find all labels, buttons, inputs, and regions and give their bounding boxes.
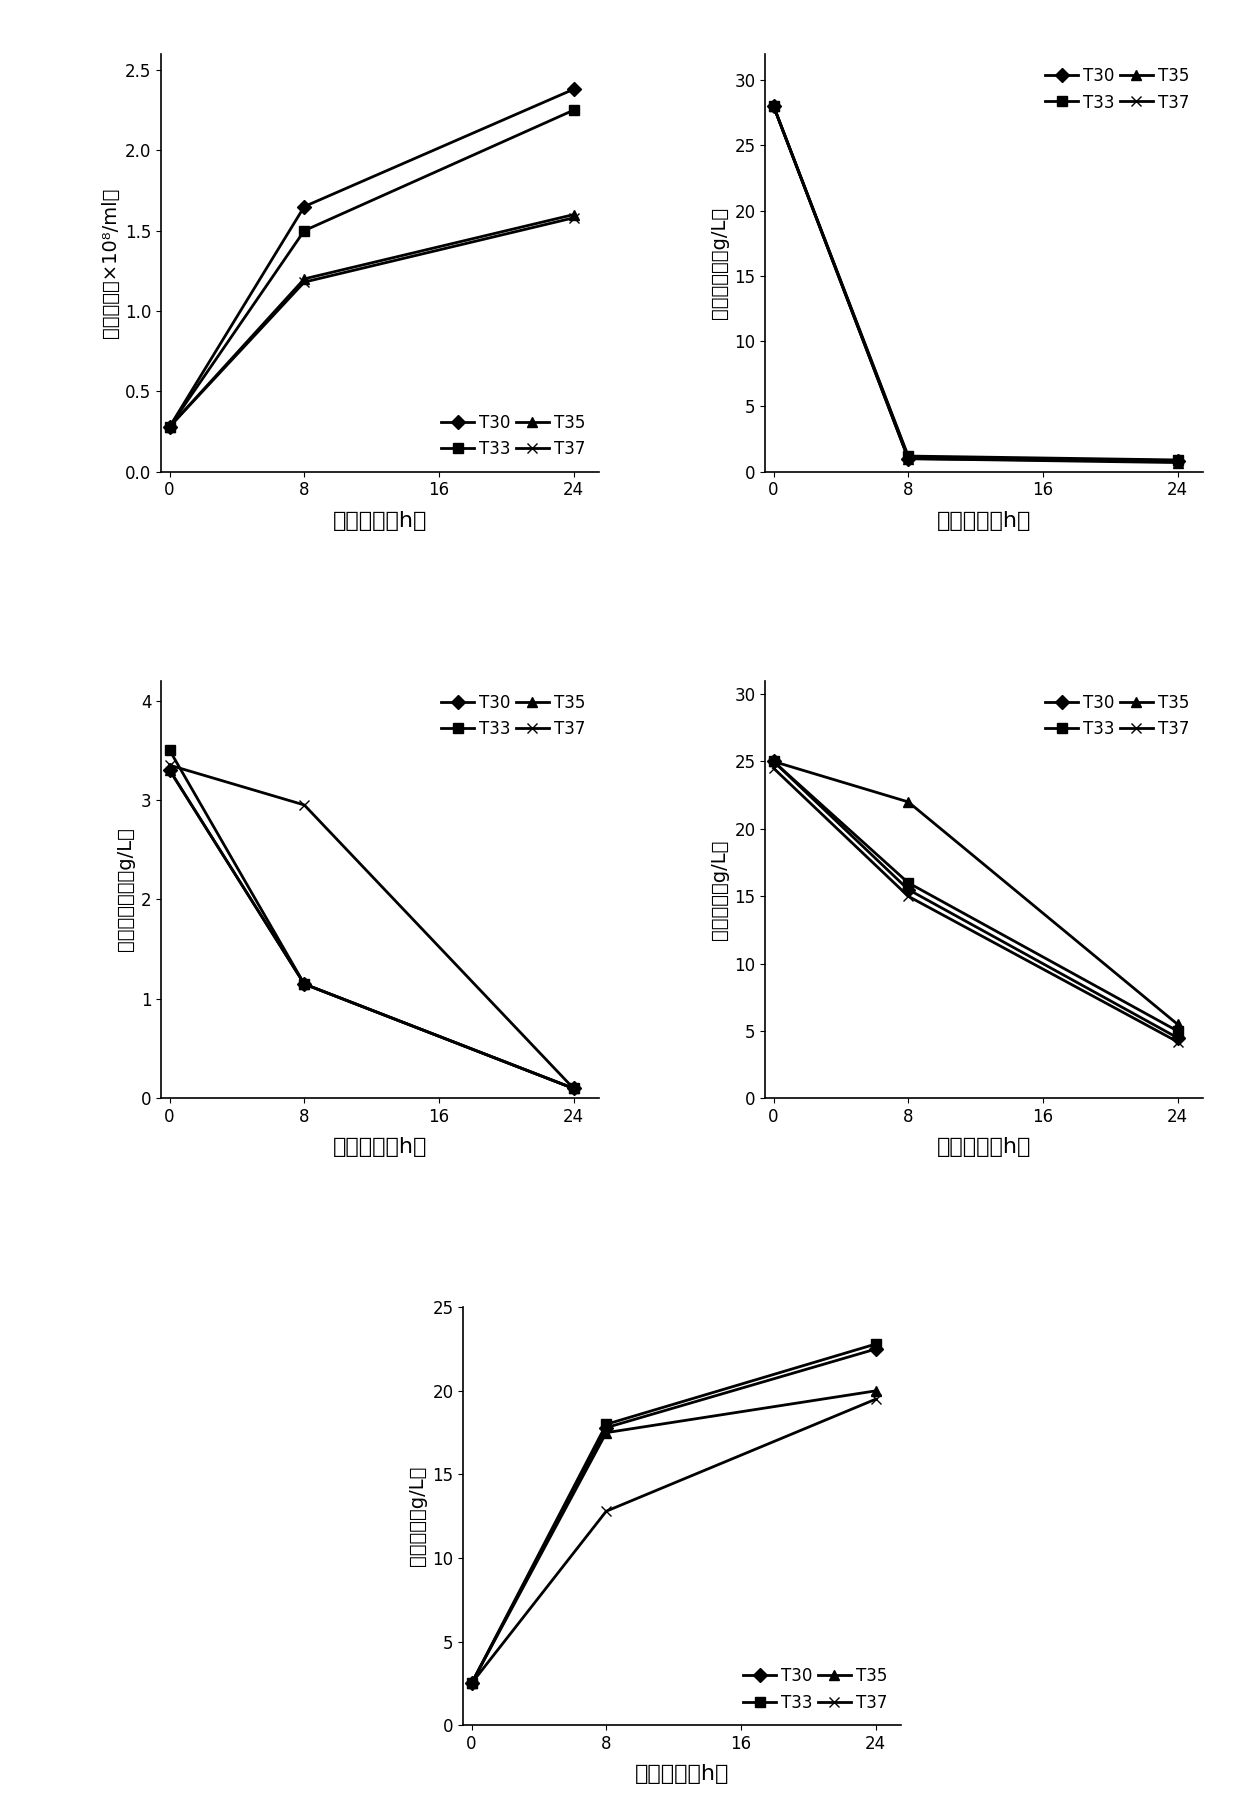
T37 [599, 1500, 614, 1522]
T30 [900, 447, 915, 469]
Y-axis label: 细胞浓度（×10⁸/ml）: 细胞浓度（×10⁸/ml） [100, 187, 119, 338]
T35 [567, 203, 582, 225]
Line: T37: T37 [466, 1394, 880, 1687]
T35 [567, 1078, 582, 1100]
T30 [567, 79, 582, 101]
Y-axis label: 纤维二糖浓度（g/L）: 纤维二糖浓度（g/L） [117, 828, 135, 951]
Line: T33: T33 [165, 746, 578, 1093]
X-axis label: 发酵时间（h）: 发酵时间（h） [936, 510, 1032, 530]
Y-axis label: 葡萄糖浓度（g/L）: 葡萄糖浓度（g/L） [709, 207, 729, 318]
Y-axis label: 木糖浓度（g/L）: 木糖浓度（g/L） [709, 839, 729, 940]
T37 [162, 755, 177, 776]
Legend: T30, T33, T35, T37: T30, T33, T35, T37 [1040, 63, 1194, 117]
T30 [1171, 451, 1185, 473]
Legend: T30, T33, T35, T37: T30, T33, T35, T37 [1040, 688, 1194, 744]
T33 [599, 1414, 614, 1436]
T33 [766, 751, 781, 773]
T30 [162, 760, 177, 782]
Line: T37: T37 [165, 760, 578, 1093]
X-axis label: 发酵时间（h）: 发酵时间（h） [936, 1138, 1032, 1157]
Line: T33: T33 [769, 101, 1183, 465]
T35 [900, 791, 915, 812]
T37 [766, 95, 781, 117]
Legend: T30, T33, T35, T37: T30, T33, T35, T37 [436, 410, 590, 464]
X-axis label: 发酵时间（h）: 发酵时间（h） [332, 1138, 428, 1157]
T33 [900, 446, 915, 467]
Legend: T30, T33, T35, T37: T30, T33, T35, T37 [436, 688, 590, 744]
T37 [766, 758, 781, 780]
T35 [599, 1421, 614, 1443]
Line: T30: T30 [769, 101, 1183, 465]
Line: T37: T37 [769, 101, 1183, 465]
T33 [162, 415, 177, 437]
T35 [296, 268, 311, 289]
T37 [567, 1078, 582, 1100]
T37 [296, 794, 311, 816]
T37 [900, 886, 915, 907]
Line: T37: T37 [165, 214, 578, 431]
T30 [868, 1339, 883, 1360]
T35 [162, 760, 177, 782]
Line: T33: T33 [466, 1339, 880, 1687]
T33 [464, 1673, 479, 1695]
Line: T35: T35 [165, 766, 578, 1093]
T33 [567, 99, 582, 120]
T30 [1171, 1028, 1185, 1049]
T35 [766, 751, 781, 773]
T33 [567, 1078, 582, 1100]
T30 [766, 751, 781, 773]
T35 [766, 95, 781, 117]
T33 [900, 872, 915, 893]
T30 [766, 95, 781, 117]
T35 [464, 1673, 479, 1695]
T37 [296, 271, 311, 293]
X-axis label: 发酵时间（h）: 发酵时间（h） [332, 510, 428, 530]
T37 [464, 1673, 479, 1695]
T30 [296, 196, 311, 217]
T33 [1171, 1021, 1185, 1042]
T35 [296, 974, 311, 996]
Legend: T30, T33, T35, T37: T30, T33, T35, T37 [738, 1662, 893, 1716]
T37 [567, 207, 582, 228]
Line: T30: T30 [165, 84, 578, 431]
Line: T35: T35 [769, 757, 1183, 1030]
T37 [868, 1389, 883, 1411]
T37 [900, 447, 915, 469]
T33 [162, 740, 177, 762]
Line: T30: T30 [165, 766, 578, 1093]
T30 [900, 879, 915, 900]
X-axis label: 发酵时间（h）: 发酵时间（h） [635, 1765, 729, 1784]
Line: T37: T37 [769, 764, 1183, 1046]
T33 [868, 1333, 883, 1355]
T35 [868, 1380, 883, 1402]
T35 [1171, 1014, 1185, 1035]
T33 [766, 95, 781, 117]
Line: T35: T35 [769, 101, 1183, 467]
T33 [296, 974, 311, 996]
T37 [1171, 1031, 1185, 1053]
T37 [1171, 449, 1185, 471]
T35 [162, 415, 177, 437]
T30 [162, 415, 177, 437]
T30 [567, 1078, 582, 1100]
T37 [162, 415, 177, 437]
T30 [599, 1416, 614, 1438]
Line: T35: T35 [165, 210, 578, 431]
Line: T30: T30 [769, 757, 1183, 1042]
Line: T33: T33 [769, 757, 1183, 1035]
T30 [296, 974, 311, 996]
T35 [900, 447, 915, 469]
T30 [464, 1673, 479, 1695]
T35 [1171, 451, 1185, 473]
Line: T35: T35 [466, 1385, 880, 1687]
Y-axis label: 乙醇浓度（g/L）: 乙醇浓度（g/L） [408, 1466, 427, 1567]
Line: T30: T30 [466, 1344, 880, 1687]
T33 [1171, 449, 1185, 471]
T33 [296, 219, 311, 241]
Line: T33: T33 [165, 106, 578, 431]
